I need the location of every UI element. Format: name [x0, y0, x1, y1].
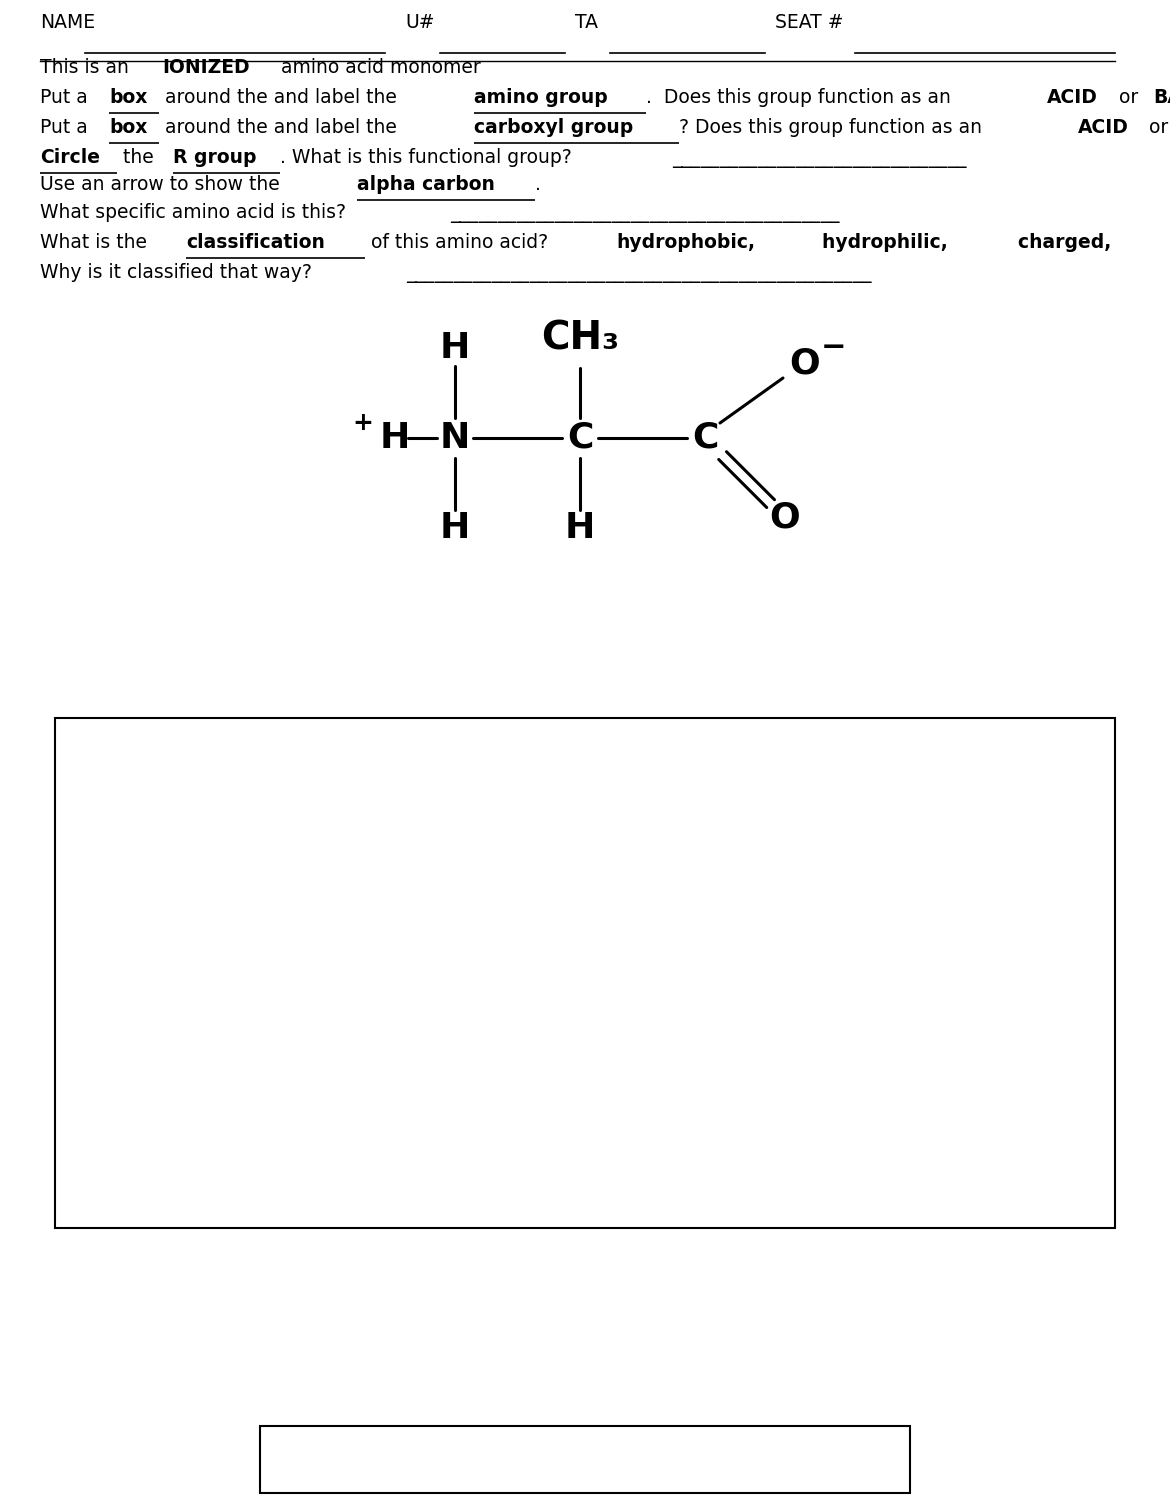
Text: _________________________________________: ________________________________________…: [450, 204, 840, 223]
Text: BASE: BASE: [1154, 87, 1170, 107]
Text: box: box: [109, 87, 147, 107]
Text: O: O: [770, 501, 800, 535]
Text: classification: classification: [186, 234, 325, 252]
Text: ? Does this group function as an: ? Does this group function as an: [679, 118, 987, 137]
Text: C: C: [566, 421, 593, 455]
Text: amino acid monomer: amino acid monomer: [275, 57, 481, 77]
Text: Put a: Put a: [40, 118, 94, 137]
Text: ACID: ACID: [1047, 87, 1099, 107]
Text: the: the: [117, 148, 160, 167]
Text: IONIZED: IONIZED: [163, 57, 250, 77]
Text: Why is it classified that way?: Why is it classified that way?: [40, 262, 324, 282]
Text: TA: TA: [574, 14, 598, 32]
Text: +: +: [352, 412, 373, 434]
Text: _______________________________: _______________________________: [673, 149, 966, 167]
Text: SEAT #: SEAT #: [775, 14, 844, 32]
Text: H: H: [440, 330, 470, 365]
Text: H: H: [380, 421, 411, 455]
Text: NAME: NAME: [40, 14, 95, 32]
Text: What specific amino acid is this?: What specific amino acid is this?: [40, 204, 358, 222]
Text: _________________________________________________: ________________________________________…: [406, 264, 872, 284]
Text: Put a: Put a: [40, 87, 94, 107]
Text: Use an arrow to show the: Use an arrow to show the: [40, 175, 285, 195]
Bar: [260, 1427, 910, 1493]
Text: .: .: [535, 175, 541, 195]
Text: around the and label the: around the and label the: [159, 87, 402, 107]
Text: of this amino acid?: of this amino acid?: [365, 234, 560, 252]
Text: around the and label the: around the and label the: [159, 118, 402, 137]
Text: R group: R group: [173, 148, 256, 167]
Text: U#: U#: [405, 14, 434, 32]
Text: carboxyl group: carboxyl group: [474, 118, 633, 137]
Text: charged,: charged,: [992, 234, 1112, 252]
Text: box: box: [109, 118, 147, 137]
Text: hydrophobic,: hydrophobic,: [617, 234, 756, 252]
Text: O: O: [790, 345, 820, 380]
Text: Circle: Circle: [40, 148, 99, 167]
Text: What is the: What is the: [40, 234, 153, 252]
Text: .  Does this group function as an: . Does this group function as an: [646, 87, 957, 107]
Text: amino group: amino group: [474, 87, 607, 107]
Text: N: N: [440, 421, 470, 455]
Text: This is an: This is an: [40, 57, 135, 77]
Text: or: or: [1143, 118, 1170, 137]
Text: H: H: [440, 511, 470, 544]
Text: −: −: [820, 333, 846, 362]
Text: C: C: [691, 421, 718, 455]
Text: Redraw this amino acid in the non-ionized form: Redraw this amino acid in the non-ionize…: [70, 736, 514, 756]
Text: Module Problem 1:38: Module Problem 1:38: [489, 1451, 681, 1469]
Text: . What is this functional group?: . What is this functional group?: [281, 148, 584, 167]
Text: H: H: [565, 511, 596, 544]
Text: CH₃: CH₃: [541, 320, 619, 357]
Text: ACID: ACID: [1078, 118, 1129, 137]
Bar: [55, 718, 1115, 1228]
Text: or: or: [1113, 87, 1144, 107]
Text: alpha carbon: alpha carbon: [357, 175, 495, 195]
Text: hydrophilic,: hydrophilic,: [796, 234, 948, 252]
